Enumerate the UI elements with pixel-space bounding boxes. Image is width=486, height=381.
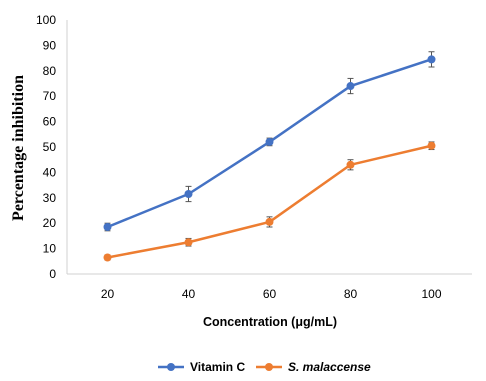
series-layer (103, 51, 436, 262)
x-tick-label: 100 (421, 287, 441, 301)
data-point (265, 217, 274, 226)
y-tick-label: 70 (43, 89, 57, 103)
x-tick-label: 60 (263, 287, 277, 301)
x-axis-title: Concentration (μg/mL) (203, 315, 337, 329)
series-vitamin-c (103, 51, 436, 232)
series-s-malaccense (103, 141, 436, 262)
y-tick-label: 100 (36, 13, 56, 27)
y-tick-label: 80 (43, 64, 57, 78)
data-point (103, 223, 112, 232)
data-point (427, 55, 436, 64)
series-line (107, 144, 432, 259)
legend-item: Vitamin C (158, 360, 245, 374)
data-point (427, 141, 436, 150)
y-axis-title: Percentage inhibition (10, 75, 27, 221)
data-point (103, 253, 112, 262)
data-point (346, 160, 355, 169)
y-tick-label: 90 (43, 38, 57, 52)
data-point (346, 82, 355, 91)
legend-label: S. malaccense (288, 360, 371, 374)
y-tick-label: 40 (43, 165, 57, 179)
y-tick-label: 30 (43, 191, 57, 205)
legend-item: S. malaccense (256, 360, 371, 374)
y-tick-label: 10 (43, 242, 57, 256)
legend: Vitamin C S. malaccense (158, 360, 371, 374)
y-tick-label: 0 (49, 267, 56, 281)
y-tick-label: 50 (43, 140, 57, 154)
data-point (184, 238, 193, 247)
legend-swatch-marker (265, 363, 273, 371)
legend-label: Vitamin C (190, 360, 245, 374)
x-tick-label: 40 (182, 287, 196, 301)
data-point (265, 137, 274, 146)
y-tick-label: 20 (43, 216, 57, 230)
legend-swatch-marker (167, 363, 175, 371)
data-point (184, 189, 193, 198)
x-tick-labels: 20 40 60 80 100 (101, 287, 442, 301)
y-tick-label: 60 (43, 115, 57, 129)
x-tick-label: 80 (344, 287, 358, 301)
x-tick-label: 20 (101, 287, 115, 301)
y-tick-labels: 0 10 20 30 40 50 60 70 80 90 100 (36, 13, 56, 281)
